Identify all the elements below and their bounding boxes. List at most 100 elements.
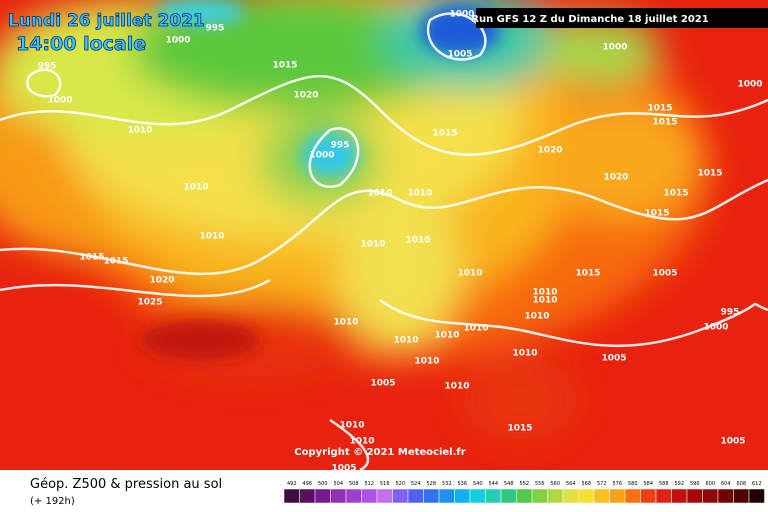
legend-swatch	[516, 488, 533, 504]
isobar-label: 1010	[405, 236, 430, 246]
legend-tick-label: 516	[380, 481, 390, 487]
legend-swatch	[361, 488, 378, 504]
legend-tick-label: 612	[752, 481, 762, 487]
time: 14:00 locale	[16, 33, 146, 55]
legend-swatch	[686, 488, 703, 504]
legend-swatch	[531, 488, 548, 504]
isobar-label: 995	[206, 24, 225, 34]
isobar-label: 1020	[537, 146, 562, 156]
legend-swatch	[454, 488, 471, 504]
footer-title: Géop. Z500 & pression au sol	[30, 477, 222, 492]
legend-swatch	[593, 488, 610, 504]
legend-tick-label: 512	[364, 481, 374, 487]
isobar-label: 1010	[457, 269, 482, 279]
legend-tick-label: 568	[581, 481, 591, 487]
isobar-label: 1010	[349, 437, 374, 447]
isobar-label: 1015	[647, 104, 672, 114]
legend-swatch	[500, 488, 517, 504]
isobar-label: 1015	[575, 269, 600, 279]
isobar-label: 1005	[331, 464, 356, 474]
legend-tick-label: 572	[597, 481, 607, 487]
isobar-label: 1010	[199, 232, 224, 242]
isobar-label: 1000	[737, 80, 762, 90]
isobar-label: 1000	[165, 36, 190, 46]
legend-tick-label: 532	[442, 481, 452, 487]
isobar-label: 1010	[434, 331, 459, 341]
isobar-label: 1010	[414, 357, 439, 367]
legend-tick-label: 492	[287, 481, 297, 487]
isobar-label: 1010	[393, 336, 418, 346]
isobar-label: 1010	[512, 349, 537, 359]
legend-swatch	[748, 488, 765, 504]
legend-swatch	[733, 488, 750, 504]
legend-tick-label: 576	[612, 481, 622, 487]
legend-swatch	[547, 488, 564, 504]
run-info: Run GFS 12 Z du Dimanche 18 juillet 2021	[471, 14, 709, 25]
isobar-label: 1015	[103, 257, 128, 267]
isobar-label: 1010	[407, 189, 432, 199]
isobar-label: 1015	[697, 169, 722, 179]
isobar-label: 1010	[463, 324, 488, 334]
isobar-label: 1010	[367, 189, 392, 199]
legend-tick-label: 504	[333, 481, 343, 487]
legend-swatch	[345, 488, 362, 504]
isobar-label: 1015	[272, 61, 297, 71]
isobar-label: 1010	[183, 183, 208, 193]
isobar-label: 1015	[79, 253, 104, 263]
run-banner	[476, 8, 768, 28]
isobar-label: 1010	[339, 421, 364, 431]
isobar-label: 1015	[507, 424, 532, 434]
date: Lundi 26 juillet 2021	[8, 11, 205, 31]
legend-swatch	[330, 488, 347, 504]
legend-swatch	[671, 488, 688, 504]
legend-tick-label: 556	[535, 481, 545, 487]
legend-swatch	[562, 488, 579, 504]
legend-swatch	[655, 488, 672, 504]
isobar-label: 1005	[447, 50, 472, 60]
legend-tick-label: 540	[473, 481, 483, 487]
legend-tick-label: 536	[457, 481, 467, 487]
legend-tick-label: 496	[302, 481, 312, 487]
legend-swatch	[640, 488, 657, 504]
legend-tick-label: 604	[721, 481, 731, 487]
legend-tick-label: 528	[426, 481, 436, 487]
isobar-label: 1005	[370, 379, 395, 389]
legend-tick-label: 520	[395, 481, 405, 487]
isobar-label: 1015	[432, 129, 457, 139]
legend-tick-label: 592	[674, 481, 684, 487]
legend-tick-label: 500	[318, 481, 328, 487]
isobar-label: 995	[331, 141, 350, 151]
isobar-label: 1010	[532, 288, 557, 298]
legend-swatch	[609, 488, 626, 504]
isobar-label: 1000	[449, 10, 474, 20]
isobar-label: 1010	[444, 382, 469, 392]
isobar-label: 1010	[360, 240, 385, 250]
legend-tick-label: 552	[519, 481, 529, 487]
legend-swatch	[578, 488, 595, 504]
legend-swatch	[438, 488, 455, 504]
copyright: Copyright © 2021 Meteociel.fr	[294, 447, 465, 458]
legend-swatch	[702, 488, 719, 504]
isobar-label: 1005	[601, 354, 626, 364]
legend-swatch	[299, 488, 316, 504]
footer-lead: (+ 192h)	[30, 496, 75, 507]
legend-tick-label: 596	[690, 481, 700, 487]
legend-tick-label: 524	[411, 481, 421, 487]
isobar-label: 1010	[333, 318, 358, 328]
legend-swatch	[407, 488, 424, 504]
legend-swatch	[469, 488, 486, 504]
isobar-label: 1000	[309, 151, 334, 161]
isobar-label: 995	[38, 62, 57, 72]
legend-tick-label: 580	[628, 481, 638, 487]
isobar-label: 1020	[603, 173, 628, 183]
isobar-label: 1010	[127, 126, 152, 136]
legend-swatch	[283, 488, 300, 504]
isobar-label: 1020	[293, 91, 318, 101]
legend-tick-label: 508	[349, 481, 359, 487]
legend-tick-label: 588	[659, 481, 669, 487]
isobar-label: 1025	[137, 298, 162, 308]
legend-tick-label: 584	[643, 481, 653, 487]
legend-swatch	[423, 488, 440, 504]
